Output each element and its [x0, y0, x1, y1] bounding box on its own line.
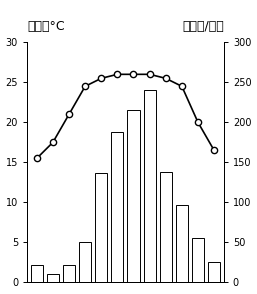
Bar [111, 132, 123, 283]
Bar [31, 265, 43, 283]
Bar [144, 90, 156, 283]
Bar [63, 265, 75, 283]
Bar [176, 205, 188, 283]
Bar [208, 263, 220, 283]
Bar [95, 173, 107, 283]
Text: 降水量/毫米: 降水量/毫米 [182, 20, 224, 33]
Bar [160, 172, 172, 283]
Bar [47, 274, 59, 283]
Bar [79, 243, 91, 283]
Text: 温度／°C: 温度／°C [27, 20, 65, 33]
Bar [127, 110, 140, 283]
Bar [192, 238, 204, 283]
